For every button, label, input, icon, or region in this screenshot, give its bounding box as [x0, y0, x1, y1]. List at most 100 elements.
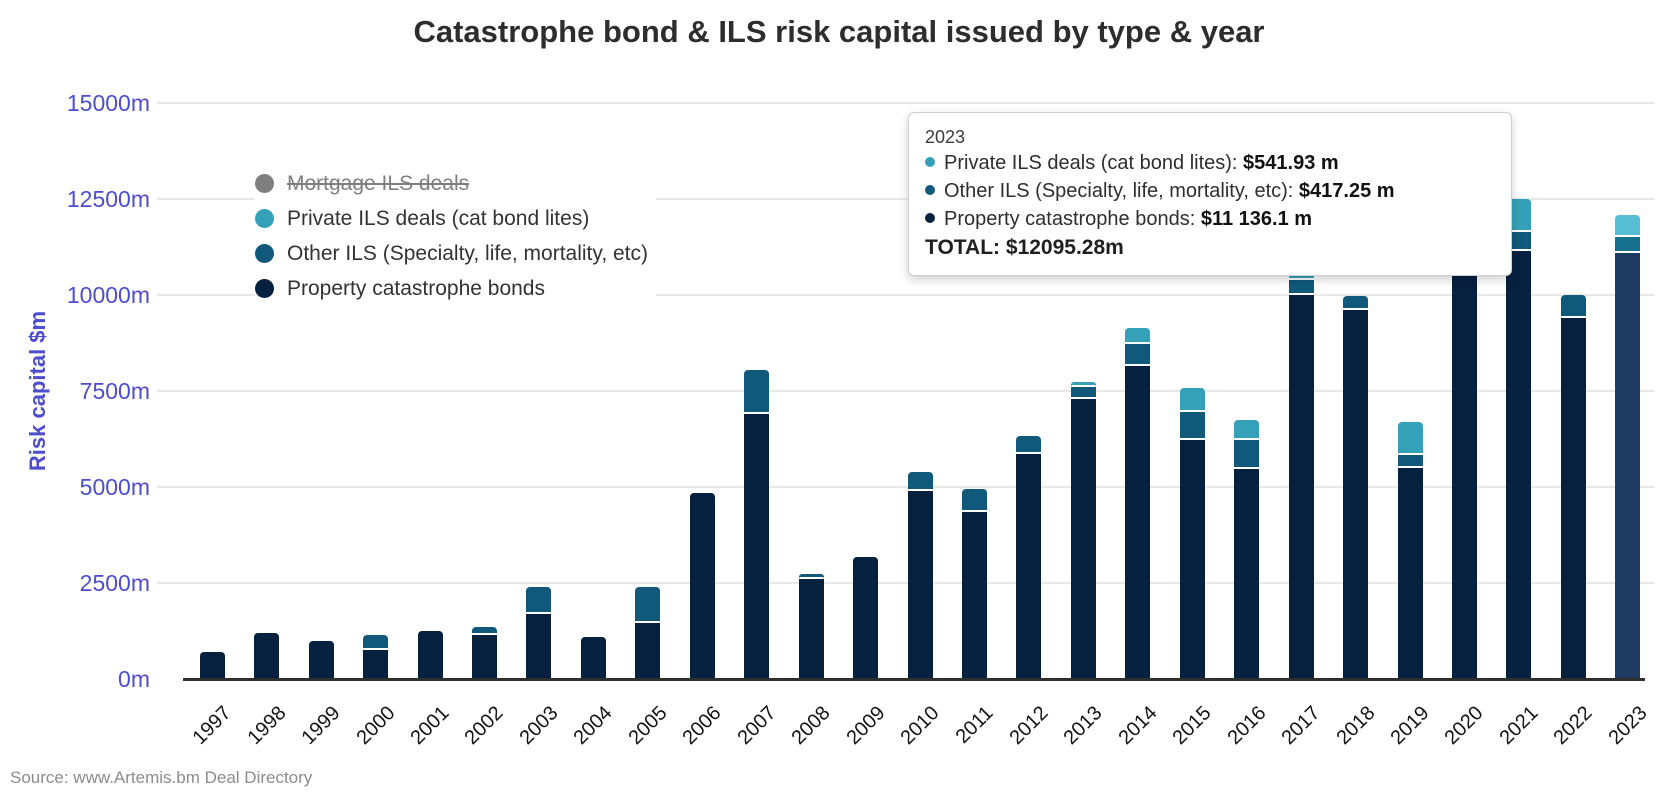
bar-segment[interactable] [1397, 422, 1423, 454]
bar-segment[interactable] [907, 488, 933, 679]
bar-2013[interactable] [1070, 103, 1096, 679]
legend-swatch-icon [255, 209, 274, 228]
bar-segment[interactable] [580, 636, 606, 679]
bar-segment[interactable] [254, 632, 280, 679]
bar-segment[interactable] [1070, 397, 1096, 679]
bar-segment[interactable] [1615, 235, 1641, 252]
legend-swatch-icon [255, 244, 274, 263]
bar-segment[interactable] [961, 488, 987, 511]
bar-segment[interactable] [798, 577, 824, 679]
tooltip-row-value: $11 136.1 m [1200, 208, 1313, 230]
bar-segment[interactable] [471, 627, 497, 633]
bar-segment[interactable] [526, 586, 552, 612]
bar-1999[interactable] [308, 103, 334, 679]
bar-segment[interactable] [1179, 438, 1205, 679]
bar-segment[interactable] [471, 632, 497, 679]
bar-segment[interactable] [1125, 342, 1151, 365]
tooltip-bullet-icon [925, 157, 935, 167]
bar-2010[interactable] [907, 103, 933, 679]
bar-segment[interactable] [635, 621, 661, 679]
bar-segment[interactable] [1070, 381, 1096, 386]
bar-segment[interactable] [1615, 251, 1641, 679]
y-tick-label: 7500m [79, 378, 150, 404]
bar-2001[interactable] [417, 103, 443, 679]
bar-2005[interactable] [635, 103, 661, 679]
bar-segment[interactable] [1234, 467, 1260, 679]
bar-segment[interactable] [1288, 293, 1314, 679]
bar-segment[interactable] [1125, 364, 1151, 679]
bar-segment[interactable] [363, 648, 389, 679]
x-tick-label: 2018 [1332, 702, 1380, 750]
legend-item-private-ils[interactable]: Private ILS deals (cat bond lites) [255, 201, 648, 236]
bar-segment[interactable] [1397, 465, 1423, 679]
bar-2011[interactable] [961, 103, 987, 679]
bar-2000[interactable] [363, 103, 389, 679]
bar-segment[interactable] [689, 492, 715, 679]
bar-segment[interactable] [635, 586, 661, 622]
bar-segment[interactable] [1343, 308, 1369, 679]
gridline [157, 294, 1655, 296]
bar-segment[interactable] [308, 640, 334, 679]
tooltip-row-label: Private ILS deals (cat bond lites): [944, 152, 1244, 174]
bar-2012[interactable] [1016, 103, 1042, 679]
bar-2008[interactable] [798, 103, 824, 679]
bar-segment[interactable] [1615, 214, 1641, 236]
x-tick-label: 2016 [1223, 702, 1271, 750]
bar-segment[interactable] [1179, 410, 1205, 439]
x-tick-label: 2014 [1114, 702, 1162, 750]
bar-1997[interactable] [199, 103, 225, 679]
bar-segment[interactable] [363, 634, 389, 649]
bar-segment[interactable] [1070, 385, 1096, 398]
bar-segment[interactable] [526, 611, 552, 679]
bar-segment[interactable] [417, 631, 443, 679]
bar-segment[interactable] [199, 652, 225, 679]
x-tick-label: 2000 [352, 702, 400, 750]
bar-2015[interactable] [1179, 103, 1205, 679]
bar-2018[interactable] [1343, 103, 1369, 679]
bar-segment[interactable] [744, 412, 770, 679]
bar-segment[interactable] [1288, 277, 1314, 294]
legend-item-property-cat-bonds[interactable]: Property catastrophe bonds [255, 271, 648, 306]
x-tick-label: 2022 [1549, 702, 1597, 750]
bar-segment[interactable] [1234, 420, 1260, 438]
bar-segment[interactable] [1560, 295, 1586, 317]
bar-segment[interactable] [1343, 296, 1369, 309]
legend-item-mortgage-ils[interactable]: Mortgage ILS deals [255, 166, 648, 201]
bar-2004[interactable] [580, 103, 606, 679]
bar-2019[interactable] [1397, 103, 1423, 679]
bar-2021[interactable] [1506, 103, 1532, 679]
bar-segment[interactable] [1125, 327, 1151, 343]
x-tick-label: 2023 [1604, 702, 1652, 750]
bar-1998[interactable] [254, 103, 280, 679]
bar-2022[interactable] [1560, 103, 1586, 679]
bar-2023[interactable] [1615, 103, 1641, 679]
legend-label: Property catastrophe bonds [287, 276, 545, 300]
bar-segment[interactable] [1016, 435, 1042, 453]
bar-2002[interactable] [471, 103, 497, 679]
tooltip-total: TOTAL: $12095.28m [925, 233, 1495, 263]
bar-2007[interactable] [744, 103, 770, 679]
bar-segment[interactable] [1560, 316, 1586, 679]
bar-2014[interactable] [1125, 103, 1151, 679]
bar-segment[interactable] [1397, 453, 1423, 466]
bar-segment[interactable] [1506, 229, 1532, 249]
bar-segment[interactable] [853, 556, 879, 679]
bar-segment[interactable] [1016, 452, 1042, 679]
bar-segment[interactable] [907, 471, 933, 489]
bar-segment[interactable] [1451, 268, 1477, 679]
bar-2016[interactable] [1234, 103, 1260, 679]
bar-2003[interactable] [526, 103, 552, 679]
y-tick-label: 5000m [79, 474, 150, 500]
legend-label: Mortgage ILS deals [287, 171, 470, 195]
legend-item-other-ils[interactable]: Other ILS (Specialty, life, mortality, e… [255, 236, 648, 271]
bar-segment[interactable] [744, 369, 770, 413]
legend-label: Private ILS deals (cat bond lites) [287, 206, 590, 230]
bar-2006[interactable] [689, 103, 715, 679]
bar-segment[interactable] [961, 510, 987, 679]
bar-segment[interactable] [1234, 437, 1260, 468]
bar-segment[interactable] [1179, 387, 1205, 411]
bar-2009[interactable] [853, 103, 879, 679]
bar-segment[interactable] [1506, 248, 1532, 679]
bar-segment[interactable] [798, 574, 824, 578]
x-axis-line [183, 678, 1645, 681]
